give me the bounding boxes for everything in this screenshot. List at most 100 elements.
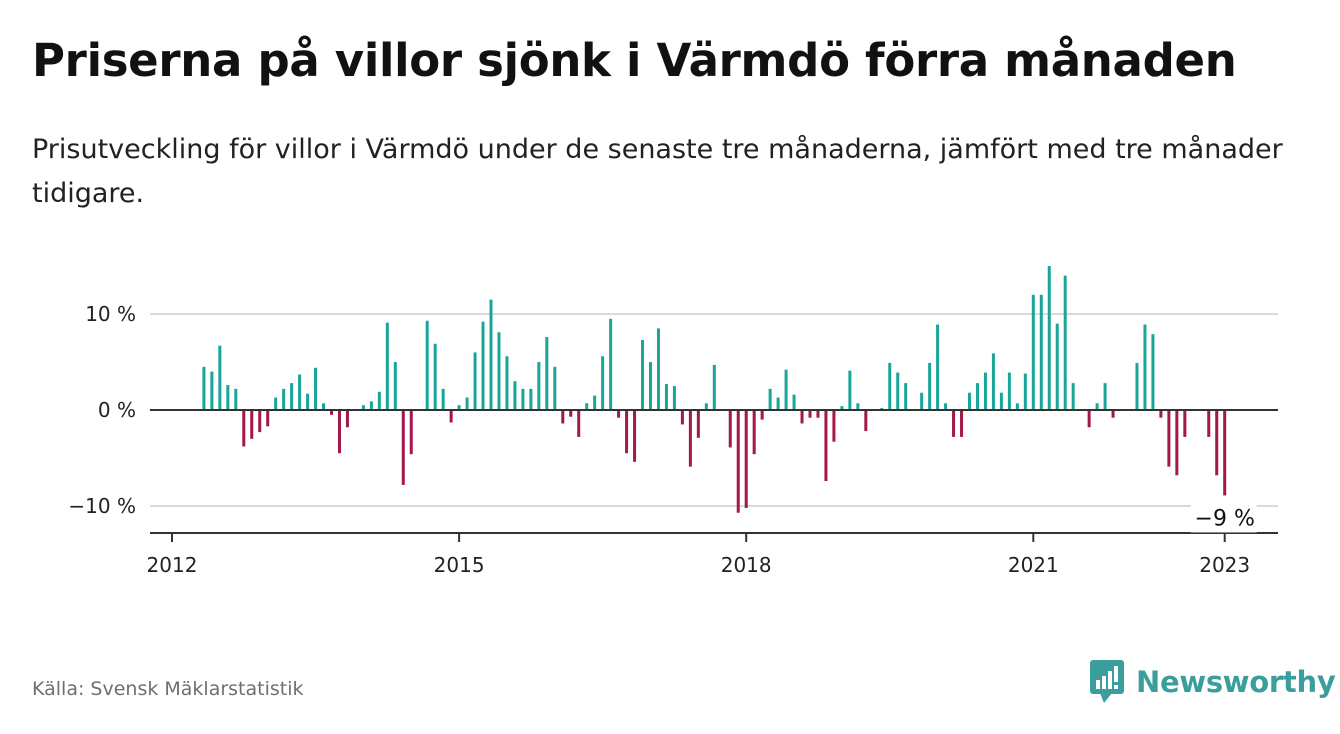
bar [330, 410, 333, 415]
bar [290, 383, 294, 410]
bar [633, 410, 637, 462]
bar [545, 337, 549, 410]
bar [210, 371, 214, 410]
bar [792, 394, 796, 410]
bar [1047, 266, 1051, 410]
bar [752, 410, 756, 455]
bar [393, 362, 397, 410]
bar [704, 403, 708, 410]
bar [968, 392, 971, 410]
bar [1159, 410, 1163, 418]
bar [226, 385, 230, 410]
bar [736, 410, 740, 513]
bar [369, 401, 373, 410]
bar [537, 362, 541, 410]
bar [521, 388, 525, 410]
bar [553, 366, 557, 410]
bar [928, 362, 932, 410]
bar [561, 410, 565, 424]
bar [577, 410, 581, 437]
bar [298, 374, 302, 410]
axes [150, 409, 1278, 542]
chart-title: Priserna på villor sjönk i Värmdö förra … [32, 34, 1237, 87]
bar [864, 410, 868, 432]
bar [465, 397, 469, 410]
bar [960, 410, 964, 437]
y-tick-label: −10 % [68, 494, 136, 518]
bar [425, 320, 429, 410]
bar [258, 410, 262, 433]
bar [991, 353, 995, 410]
bar [784, 369, 788, 410]
bar [274, 397, 278, 410]
x-tick-label: 2021 [1008, 553, 1059, 577]
bar [1087, 410, 1091, 428]
bar [202, 366, 206, 410]
x-tick-label: 2012 [147, 553, 198, 577]
bar [617, 410, 621, 418]
bar [641, 339, 645, 410]
bar [385, 322, 389, 410]
bar [649, 362, 652, 410]
bar [377, 391, 381, 410]
bar [513, 381, 517, 410]
bar [816, 410, 820, 418]
bar [1143, 324, 1147, 410]
bar [1063, 275, 1067, 410]
bar [585, 403, 589, 410]
bar [449, 410, 453, 423]
bar [1135, 362, 1139, 410]
bar [672, 386, 676, 410]
bar [848, 370, 852, 410]
bar [473, 352, 477, 410]
bar [975, 383, 979, 410]
bar [361, 405, 365, 410]
chart-subtitle: Prisutveckling för villor i Värmdö under… [32, 134, 1283, 209]
bar [688, 410, 692, 467]
bar [218, 345, 222, 410]
bar [1215, 410, 1219, 476]
bar [856, 403, 860, 410]
x-tick-label: 2015 [434, 553, 485, 577]
last-value-label: −9 % [1195, 506, 1255, 531]
bar [680, 410, 684, 425]
bar [983, 372, 987, 410]
x-tick-label: 2023 [1199, 553, 1250, 577]
bar [481, 321, 485, 410]
bar [808, 410, 812, 418]
bar [840, 406, 844, 410]
bar [656, 328, 660, 410]
bar [744, 410, 748, 508]
bar [609, 318, 613, 410]
bar [529, 388, 533, 410]
x-tick-label: 2018 [721, 553, 772, 577]
bar [824, 410, 828, 482]
newsworthy-logo[interactable]: Newsworthy [1090, 660, 1336, 704]
bar [242, 410, 246, 447]
bar [409, 410, 413, 455]
bar [1031, 294, 1035, 410]
bar [322, 403, 326, 410]
bar [760, 410, 764, 420]
bar [776, 397, 780, 410]
bar [696, 410, 700, 438]
axis-labels: 10 % 0 % −10 % 2012 2015 2018 2021 2023 −9 % [68, 302, 1257, 577]
bar [401, 410, 405, 485]
bar [1151, 334, 1155, 410]
bar [593, 395, 597, 410]
bar [1183, 410, 1187, 437]
bar [904, 383, 908, 410]
grid-lines [150, 313, 1278, 507]
bar [712, 364, 716, 410]
bar [433, 343, 437, 410]
bar [1207, 410, 1211, 437]
source-label: Källa: Svensk Mäklarstatistik [32, 678, 304, 700]
newsworthy-logo-icon [1090, 660, 1124, 703]
bar [800, 410, 804, 424]
bar [314, 367, 318, 410]
bar [936, 324, 940, 410]
bar [1015, 403, 1019, 410]
bar [1071, 383, 1075, 410]
bar [234, 388, 238, 410]
bar [569, 410, 573, 417]
